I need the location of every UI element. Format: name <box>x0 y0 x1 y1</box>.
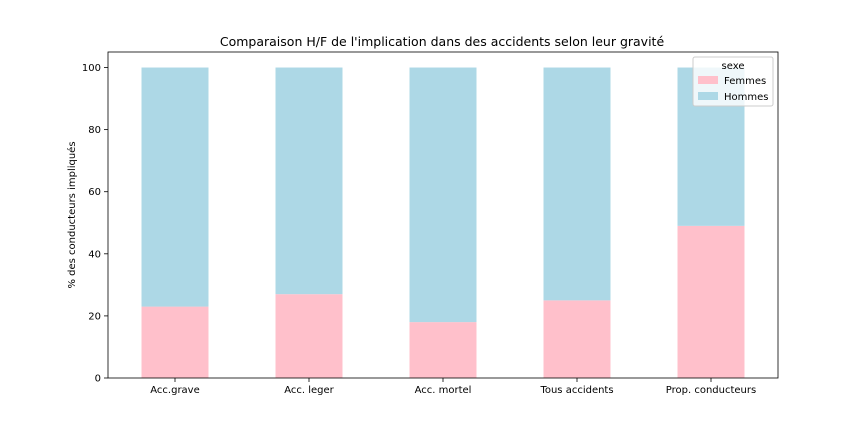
bar-femmes-3 <box>543 300 611 378</box>
legend-swatch-femmes <box>698 76 718 84</box>
bar-hommes-1 <box>275 67 343 295</box>
y-tick-label-3: 60 <box>88 187 101 198</box>
y-tick-label-2: 40 <box>88 249 101 260</box>
y-tick-label-5: 100 <box>82 63 101 74</box>
x-tick-label-4: Prop. conducteurs <box>666 385 756 396</box>
x-tick-label-2: Acc. mortel <box>415 385 472 396</box>
bar-femmes-1 <box>275 294 343 378</box>
x-tick-label-1: Acc. leger <box>284 385 334 396</box>
bar-hommes-2 <box>409 67 477 323</box>
bar-femmes-4 <box>677 225 745 378</box>
x-tick-label-0: Acc.grave <box>150 385 200 396</box>
bar-femmes-2 <box>409 322 477 378</box>
legend-label-femmes: Femmes <box>724 76 766 87</box>
y-tick-label-1: 20 <box>88 311 101 322</box>
bar-femmes-0 <box>141 306 209 378</box>
bar-hommes-3 <box>543 67 611 301</box>
bar-hommes-0 <box>141 67 209 307</box>
plot-frame <box>107 51 779 379</box>
legend: sexe Femmes Hommes <box>692 56 774 107</box>
y-tick-label-4: 80 <box>88 125 101 136</box>
legend-label-hommes: Hommes <box>724 92 768 103</box>
plot-area: Acc.grave Acc. leger Acc. mortel Tous accid… <box>82 51 779 396</box>
x-tick-label-3: Tous accidents <box>539 385 613 396</box>
legend-title: sexe <box>722 61 745 72</box>
y-axis-label: % des conducteurs impliqués <box>66 141 78 288</box>
chart-title: Comparaison H/F de l'implication dans de… <box>220 34 665 49</box>
legend-swatch-hommes <box>698 92 718 100</box>
y-tick-label-0: 0 <box>95 374 101 385</box>
